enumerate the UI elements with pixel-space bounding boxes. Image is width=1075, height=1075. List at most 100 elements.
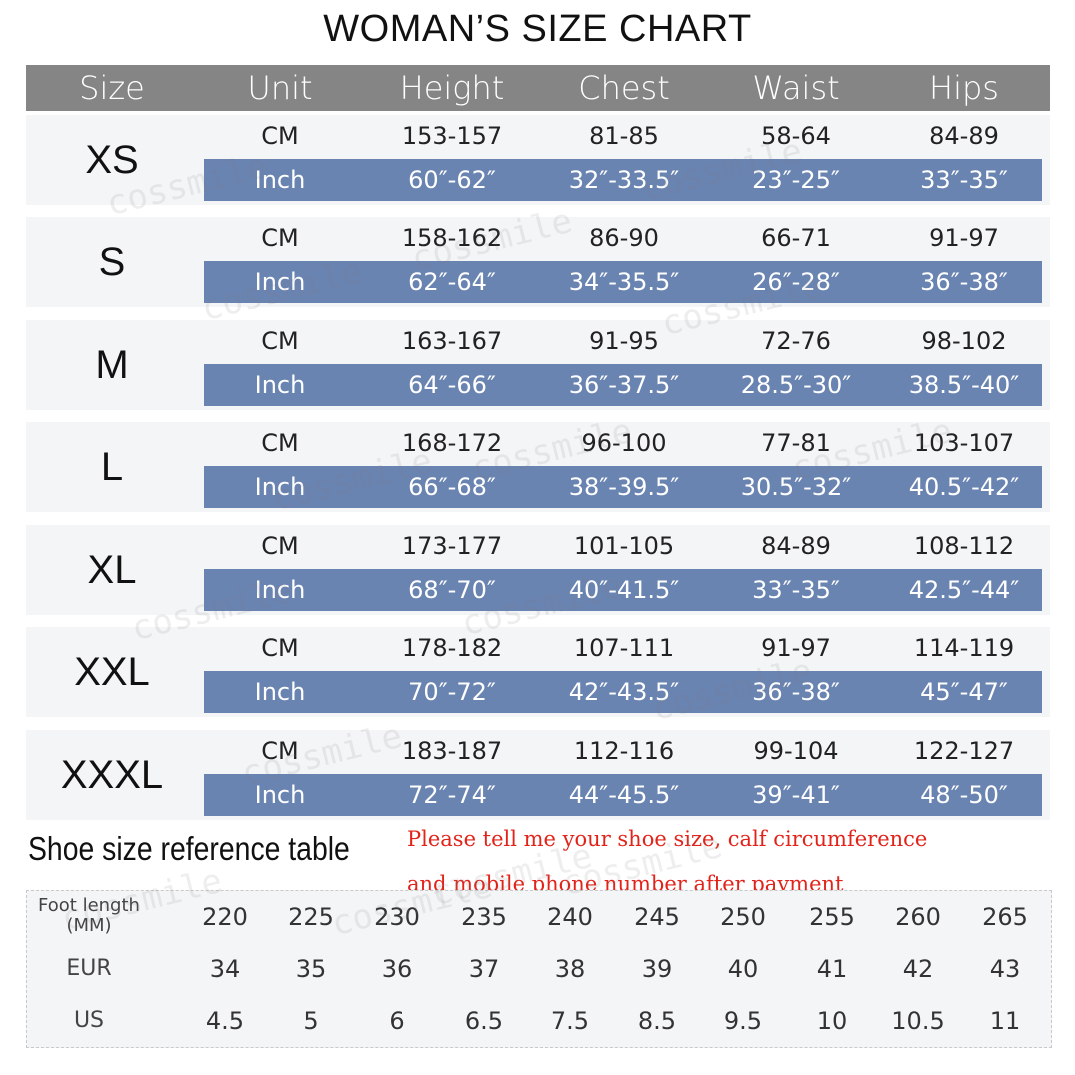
cm-height-cell: 178-182 — [401, 634, 503, 662]
inch-height-cell: 68″-70″ — [408, 576, 496, 604]
size-label: S — [98, 240, 126, 284]
inch-row: Inch 72″-74″ 44″-45.5″ 39″-41″ 48″-50″ — [204, 774, 1042, 816]
size-label: XL — [87, 548, 137, 592]
payment-note: Please tell me your shoe size, calf circ… — [407, 817, 1067, 907]
inch-chest-cell: 34″-35.5″ — [568, 268, 680, 296]
cm-height-cell: 153-157 — [401, 122, 503, 150]
header-height: Height — [399, 69, 505, 107]
foot-value-cell: 255 — [809, 903, 855, 931]
cm-hips-cell: 84-89 — [929, 122, 999, 150]
size-block-xs: XS CM 153-157 81-85 58-64 84-89 Inch 60″-62″ 32″… — [26, 115, 1050, 205]
size-label: XS — [85, 138, 139, 182]
inch-height-cell: 62″-64″ — [408, 268, 496, 296]
foot-value-cell: 235 — [461, 903, 507, 931]
cm-row: CM 153-157 81-85 58-64 84-89 — [204, 115, 1042, 157]
foot-length-label-line2: (MM) — [66, 915, 112, 936]
page-title: WOMAN’S SIZE CHART — [323, 8, 752, 50]
us-value-cell: 9.5 — [723, 1007, 763, 1035]
cm-hips-cell: 98-102 — [921, 327, 1007, 355]
us-value-cell: 6.5 — [464, 1007, 504, 1035]
us-value-cell: 11 — [989, 1007, 1021, 1035]
us-row: US 4.5 5 6 6.5 7.5 8.5 9.5 10 10.5 11 — [27, 995, 1051, 1047]
inch-unit-cell: Inch — [254, 371, 306, 399]
cm-unit-cell: CM — [261, 327, 299, 355]
eur-value-cell: 35 — [295, 955, 327, 983]
foot-value-cell: 230 — [374, 903, 420, 931]
cm-chest-cell: 96-100 — [581, 429, 667, 457]
foot-value-cell: 265 — [982, 903, 1028, 931]
cm-unit-cell: CM — [261, 429, 299, 457]
inch-row: Inch 64″-66″ 36″-37.5″ 28.5″-30″ 38.5″-40″ — [204, 364, 1042, 406]
eur-value-cell: 40 — [727, 955, 759, 983]
cm-height-cell: 163-167 — [401, 327, 503, 355]
inch-height-cell: 72″-74″ — [408, 781, 496, 809]
cm-waist-cell: 91-97 — [761, 634, 831, 662]
cm-row: CM 168-172 96-100 77-81 103-107 — [204, 422, 1042, 464]
cm-unit-cell: CM — [261, 224, 299, 252]
foot-value-cell: 220 — [202, 903, 248, 931]
inch-waist-cell: 28.5″-30″ — [740, 371, 852, 399]
cm-chest-cell: 107-111 — [573, 634, 675, 662]
size-block-m: M CM 163-167 91-95 72-76 98-102 Inch 64″-66″ 36″… — [26, 320, 1050, 410]
size-block-s: S CM 158-162 86-90 66-71 91-97 Inch 62″-64″ 34″-… — [26, 217, 1050, 307]
cm-unit-cell: CM — [261, 737, 299, 765]
cm-chest-cell: 112-116 — [573, 737, 675, 765]
eur-row: EUR 34 35 36 37 38 39 40 41 42 43 — [27, 943, 1051, 995]
cm-chest-cell: 81-85 — [589, 122, 659, 150]
us-value-cell: 7.5 — [550, 1007, 590, 1035]
inch-chest-cell: 32″-33.5″ — [568, 166, 680, 194]
size-label: XXL — [74, 650, 150, 694]
foot-value-cell: 245 — [634, 903, 680, 931]
inch-unit-cell: Inch — [254, 678, 306, 706]
cm-row: CM 178-182 107-111 91-97 114-119 — [204, 627, 1042, 669]
foot-value-cell: 240 — [547, 903, 593, 931]
inch-waist-cell: 33″-35″ — [752, 576, 840, 604]
eur-value-cell: 43 — [989, 955, 1021, 983]
inch-waist-cell: 23″-25″ — [752, 166, 840, 194]
size-block-xxxl: XXXL CM 183-187 112-116 99-104 122-127 Inch 72″… — [26, 730, 1050, 820]
inch-unit-cell: Inch — [254, 576, 306, 604]
size-label: XXXL — [60, 753, 164, 797]
cm-waist-cell: 66-71 — [761, 224, 831, 252]
inch-row: Inch 60″-62″ 32″-33.5″ 23″-25″ 33″-35″ — [204, 159, 1042, 201]
size-block-xxl: XXL CM 178-182 107-111 91-97 114-119 Inch 70″-7… — [26, 627, 1050, 717]
cm-height-cell: 168-172 — [401, 429, 503, 457]
size-block-xl: XL CM 173-177 101-105 84-89 108-112 Inch 68″-70… — [26, 525, 1050, 615]
inch-height-cell: 66″-68″ — [408, 473, 496, 501]
inch-hips-cell: 33″-35″ — [920, 166, 1008, 194]
eur-value-cell: 38 — [554, 955, 586, 983]
cm-unit-cell: CM — [261, 122, 299, 150]
inch-unit-cell: Inch — [254, 268, 306, 296]
cm-row: CM 158-162 86-90 66-71 91-97 — [204, 217, 1042, 259]
inch-waist-cell: 26″-28″ — [752, 268, 840, 296]
cm-waist-cell: 77-81 — [761, 429, 831, 457]
inch-row: Inch 62″-64″ 34″-35.5″ 26″-28″ 36″-38″ — [204, 261, 1042, 303]
header-waist: Waist — [752, 69, 840, 107]
cm-unit-cell: CM — [261, 634, 299, 662]
inch-height-cell: 70″-72″ — [408, 678, 496, 706]
shoe-table-title: Shoe size reference table — [28, 830, 350, 867]
foot-length-label: Foot length (MM) — [27, 891, 151, 948]
cm-row: CM 173-177 101-105 84-89 108-112 — [204, 525, 1042, 567]
us-value-cell: 8.5 — [637, 1007, 677, 1035]
cm-waist-cell: 72-76 — [761, 327, 831, 355]
cm-height-cell: 173-177 — [401, 532, 503, 560]
eur-value-cell: 34 — [209, 955, 241, 983]
shoe-size-table: Foot length (MM) 220 225 230 235 240 245 250 25… — [26, 890, 1052, 1048]
foot-value-cell: 260 — [895, 903, 941, 931]
cm-chest-cell: 101-105 — [573, 532, 675, 560]
eur-value-cell: 36 — [381, 955, 413, 983]
cm-height-cell: 158-162 — [401, 224, 503, 252]
inch-row: Inch 66″-68″ 38″-39.5″ 30.5″-32″ 40.5″-42″ — [204, 466, 1042, 508]
eur-value-cell: 41 — [816, 955, 848, 983]
inch-unit-cell: Inch — [254, 473, 306, 501]
size-block-l: L CM 168-172 96-100 77-81 103-107 Inch 66″-68″ 3… — [26, 422, 1050, 512]
size-label: L — [100, 445, 124, 489]
eur-value-cell: 39 — [641, 955, 673, 983]
cm-waist-cell: 58-64 — [761, 122, 831, 150]
inch-waist-cell: 30.5″-32″ — [740, 473, 852, 501]
cm-hips-cell: 103-107 — [913, 429, 1015, 457]
us-value-cell: 6 — [389, 1007, 405, 1035]
cm-row: CM 163-167 91-95 72-76 98-102 — [204, 320, 1042, 362]
header-chest: Chest — [578, 69, 670, 107]
